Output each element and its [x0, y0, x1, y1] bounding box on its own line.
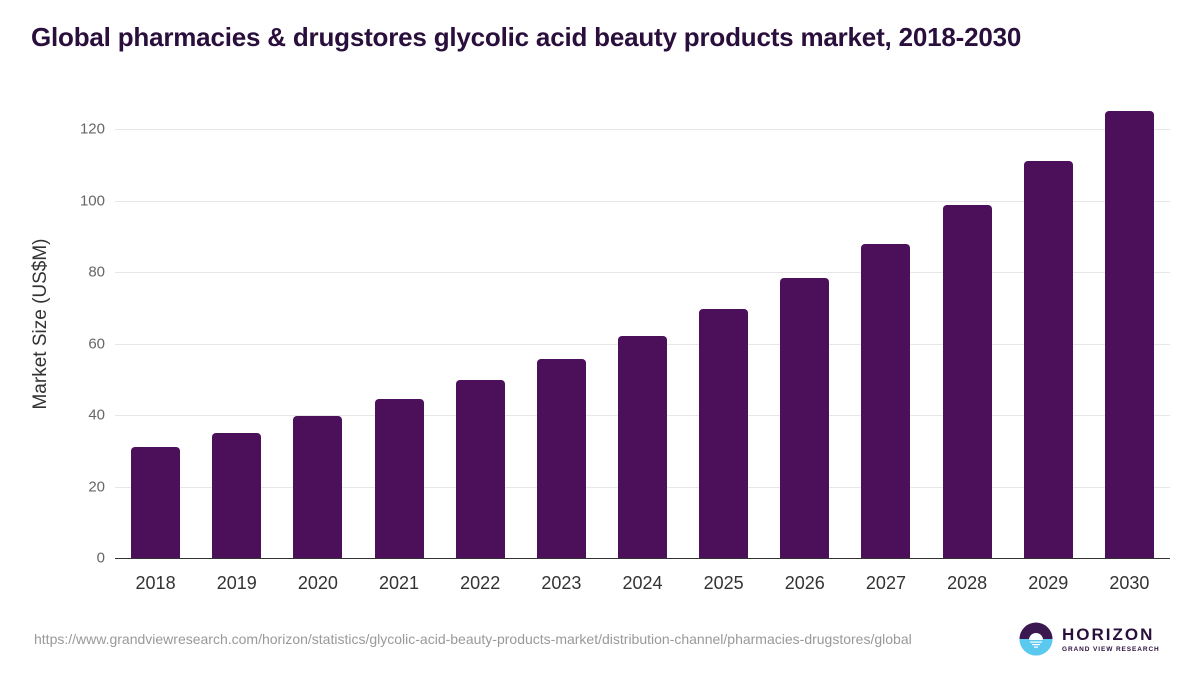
bar-2018[interactable]: [131, 447, 181, 558]
y-tick-label: 80: [88, 263, 105, 281]
y-tick-label: 40: [88, 406, 105, 424]
x-tick-label: 2022: [460, 573, 501, 593]
x-tick-label: 2019: [216, 573, 257, 593]
x-tick-label: 2023: [541, 573, 582, 593]
horizon-logo: HORIZON GRAND VIEW RESEARCH: [1019, 622, 1160, 656]
logo-subtitle: GRAND VIEW RESEARCH: [1062, 645, 1160, 653]
bar-2029[interactable]: [1023, 161, 1073, 558]
bar-2019[interactable]: [212, 432, 262, 558]
y-axis-label: Market Size (US$M): [30, 238, 51, 410]
x-tick-label: 2018: [135, 573, 176, 593]
y-tick-label: 0: [96, 549, 105, 567]
gridline: [115, 200, 1170, 202]
x-axis-line: [115, 558, 1170, 559]
y-tick-label: 120: [79, 120, 105, 138]
bar-2022[interactable]: [455, 379, 505, 558]
bar-2024[interactable]: [618, 336, 667, 558]
y-tick-label: 60: [88, 335, 105, 352]
gridline: [115, 272, 1170, 273]
horizon-logo-icon: [1019, 622, 1053, 656]
y-tick-label: 100: [79, 192, 105, 209]
bar-2028[interactable]: [942, 205, 992, 558]
x-tick-label: 2028: [947, 573, 988, 593]
bar-2026[interactable]: [780, 278, 830, 558]
plot-area: [115, 111, 1170, 559]
bar-2020[interactable]: [293, 416, 343, 558]
x-tick-label: 2029: [1028, 573, 1069, 593]
logo-name: HORIZON: [1062, 624, 1155, 644]
chart-title: Global pharmacies & drugstores glycolic …: [31, 22, 1022, 52]
x-tick-label: 2025: [703, 573, 744, 593]
x-tick-label: 2020: [297, 573, 338, 593]
x-tick-label: 2026: [784, 573, 825, 593]
gridline: [115, 129, 1170, 130]
bar-2025[interactable]: [699, 309, 749, 558]
bar-2030[interactable]: [1104, 111, 1154, 558]
x-tick-label: 2021: [379, 573, 420, 593]
y-tick-label: 20: [88, 478, 105, 495]
bar-2021[interactable]: [374, 398, 424, 558]
bar-2023[interactable]: [536, 358, 586, 558]
x-tick-label: 2027: [865, 573, 906, 593]
source-url[interactable]: https://www.grandviewresearch.com/horizo…: [34, 631, 912, 647]
bar-2027[interactable]: [861, 244, 911, 558]
x-tick-label: 2030: [1109, 573, 1150, 593]
x-tick-label: 2024: [622, 573, 663, 593]
